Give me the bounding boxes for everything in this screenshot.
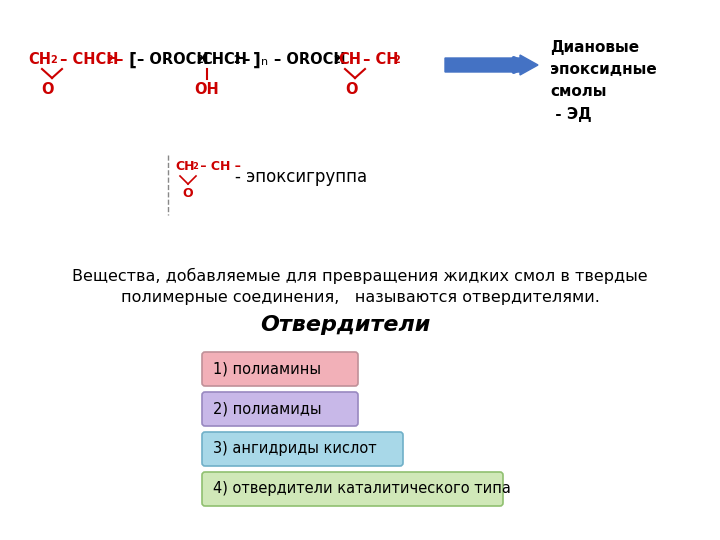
Text: 2) полиамиды: 2) полиамиды [213,402,322,416]
Text: – CHCH: – CHCH [55,52,119,67]
Text: –: – [238,52,251,67]
Text: CHCH: CHCH [201,52,247,67]
Text: 2: 2 [233,55,240,65]
Text: 2: 2 [393,55,400,65]
Text: [: [ [128,52,136,70]
Text: OH: OH [194,82,220,97]
Text: 2: 2 [106,55,113,65]
Text: Вещества, добавляемые для превращения жидких смол в твердые: Вещества, добавляемые для превращения жи… [72,268,648,284]
Text: CH: CH [338,52,361,67]
Text: полимерные соединения,   называются отвердителями.: полимерные соединения, называются отверд… [120,290,600,305]
Text: Отвердители: Отвердители [260,315,431,335]
Text: Диановые
эпоксидные
смолы
 - ЭД: Диановые эпоксидные смолы - ЭД [550,40,657,122]
Text: – CH –: – CH – [196,160,241,173]
Text: O: O [346,82,359,97]
Text: 2: 2 [192,162,198,171]
Text: CH: CH [28,52,51,67]
Text: – OROCH: – OROCH [137,52,209,67]
Text: 2: 2 [333,55,340,65]
FancyBboxPatch shape [202,352,358,386]
FancyBboxPatch shape [202,392,358,426]
Text: – OROCH: – OROCH [274,52,346,67]
Text: O: O [41,82,53,97]
Text: O: O [183,187,193,200]
Text: – CH: – CH [358,52,398,67]
Text: - эпоксигруппа: - эпоксигруппа [235,168,367,186]
Text: 3) ангидриды кислот: 3) ангидриды кислот [213,442,377,456]
Text: 4) отвердители каталитического типа: 4) отвердители каталитического типа [213,482,511,496]
Text: 2: 2 [50,55,57,65]
FancyBboxPatch shape [202,472,503,506]
Text: 2: 2 [196,55,203,65]
FancyBboxPatch shape [202,432,403,466]
Text: –: – [111,52,123,67]
Text: ]: ] [253,52,261,70]
Text: n: n [261,57,268,67]
Text: CH: CH [175,160,194,173]
FancyArrow shape [445,55,538,75]
Text: 1) полиамины: 1) полиамины [213,361,321,376]
